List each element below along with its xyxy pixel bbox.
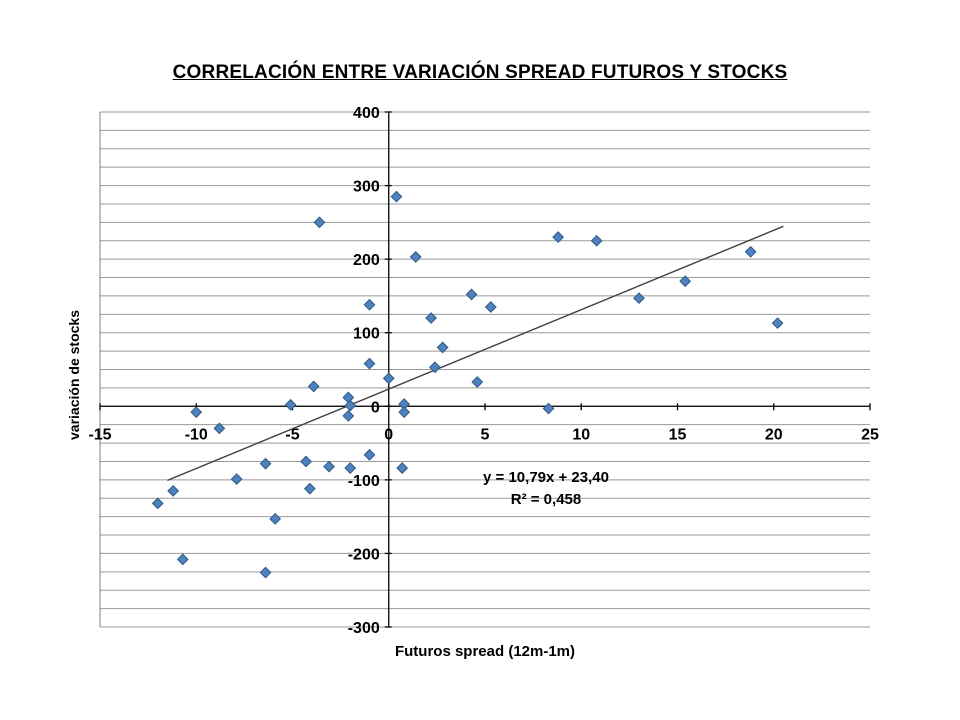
- x-axis-title: Futuros spread (12m-1m): [394, 643, 576, 660]
- data-point-marker: [390, 190, 403, 203]
- x-tick-label: 0: [384, 426, 393, 443]
- x-tick-label: 20: [765, 426, 783, 443]
- y-tick-label: -200: [348, 546, 380, 563]
- data-point-marker: [269, 512, 282, 525]
- data-point-marker: [323, 460, 335, 473]
- data-point-marker: [303, 482, 316, 495]
- data-point-marker: [344, 399, 357, 412]
- x-tick-label: 25: [861, 426, 879, 443]
- data-point-marker: [363, 298, 376, 311]
- data-point-marker: [552, 231, 565, 243]
- data-point-marker: [363, 448, 376, 461]
- x-tick-label: 5: [481, 426, 490, 443]
- data-point-marker: [744, 245, 757, 258]
- data-point-marker: [429, 361, 441, 374]
- y-tick-label: 200: [353, 252, 380, 269]
- data-point-marker: [344, 462, 357, 474]
- x-tick-label: -15: [88, 426, 111, 443]
- r-squared-label: R² = 0,458: [510, 491, 582, 508]
- data-point-marker: [396, 462, 409, 474]
- data-point-marker: [307, 380, 320, 393]
- data-point-marker: [484, 301, 497, 313]
- data-point-marker: [633, 292, 645, 305]
- trendline: [167, 225, 784, 482]
- y-axis-title: variación de stocks: [66, 310, 82, 440]
- data-point-marker: [363, 357, 376, 370]
- data-point-marker: [590, 234, 603, 247]
- y-tick-label: 100: [353, 326, 380, 343]
- data-point-marker: [313, 216, 326, 229]
- data-point-marker: [342, 391, 355, 404]
- data-point-marker: [425, 312, 438, 324]
- data-point-marker: [300, 455, 312, 468]
- data-point-marker: [176, 553, 189, 566]
- data-point-marker: [398, 406, 411, 419]
- data-point-marker: [151, 497, 164, 510]
- data-point-marker: [409, 251, 422, 263]
- data-point-marker: [342, 409, 355, 422]
- data-point-marker: [382, 372, 395, 385]
- data-point-marker: [190, 406, 203, 419]
- data-point-marker: [679, 275, 692, 288]
- data-point-marker: [471, 376, 484, 388]
- y-tick-label: 0: [371, 399, 380, 416]
- y-tick-label: 400: [353, 105, 380, 122]
- data-point-marker: [542, 402, 555, 415]
- data-point-marker: [771, 317, 784, 330]
- data-point-marker: [284, 398, 297, 411]
- x-tick-label: 15: [669, 426, 687, 443]
- x-tick-label: 10: [572, 426, 590, 443]
- trendline-annotation: y = 10,79x + 23,40 R² = 0,458: [483, 467, 609, 511]
- y-tick-label: -300: [348, 620, 380, 637]
- data-point-marker: [167, 484, 180, 497]
- y-tick-label: -100: [348, 473, 380, 490]
- data-point-marker: [213, 422, 226, 435]
- data-point-marker: [230, 473, 243, 486]
- data-point-marker: [259, 566, 272, 579]
- x-tick-label: -10: [185, 426, 208, 443]
- y-tick-label: 300: [353, 179, 380, 196]
- data-point-marker: [465, 288, 478, 301]
- trendline-equation: y = 10,79x + 23,40: [483, 469, 609, 486]
- data-point-marker: [259, 457, 272, 470]
- data-point-marker: [436, 341, 449, 354]
- chart-title: CORRELACIÓN ENTRE VARIACIÓN SPREAD FUTUR…: [172, 62, 788, 83]
